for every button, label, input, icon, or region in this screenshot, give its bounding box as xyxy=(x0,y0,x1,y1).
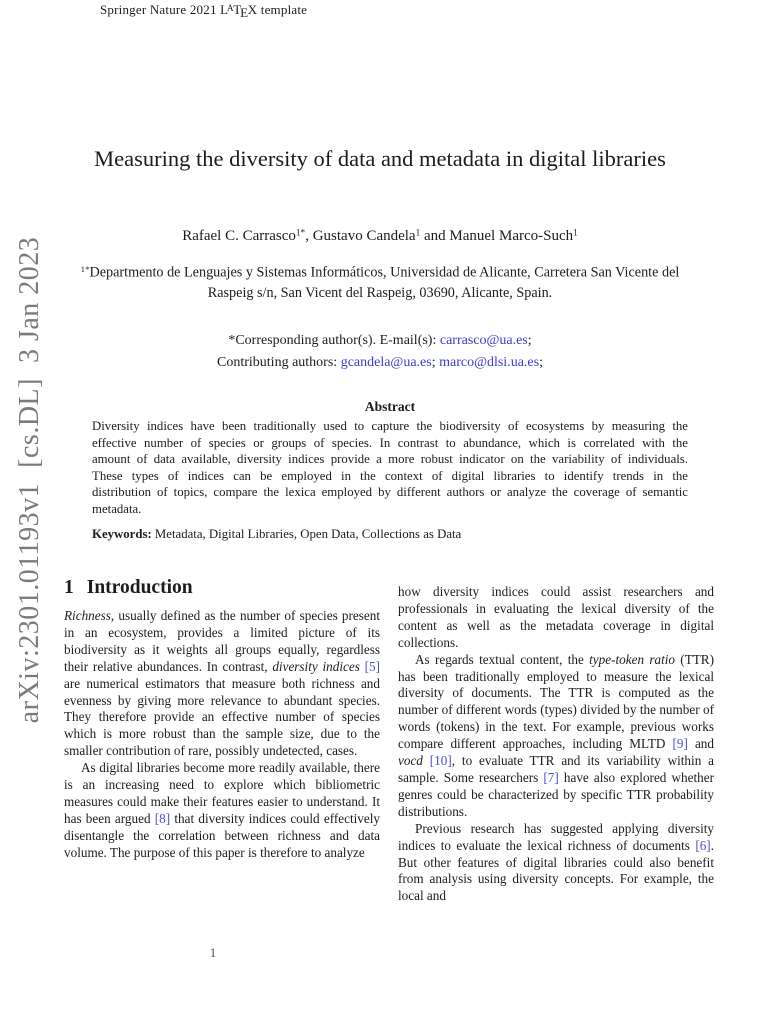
text-segment: 1 xyxy=(573,228,578,239)
citation-link[interactable]: [7] xyxy=(543,769,559,785)
text-segment: As digital libraries become more readily… xyxy=(64,760,380,826)
text-segment: , to evaluate TTR and its variability wi… xyxy=(398,753,714,785)
email-link[interactable]: gcandela@ua.es xyxy=(340,355,432,370)
text-segment: and Manuel Marco-Such xyxy=(420,228,574,244)
paragraph: As digital libraries become more readily… xyxy=(64,760,380,861)
text-segment: type-token ratio xyxy=(589,651,675,667)
text-segment: Richness xyxy=(64,608,111,623)
section-heading-introduction: 1 Introduction xyxy=(64,577,193,599)
authors-line: Rafael C. Carrasco1*, Gustavo Candela1 a… xyxy=(50,228,710,245)
paragraph: how diversity indices could assist resea… xyxy=(398,584,714,652)
keywords-text: Metadata, Digital Libraries, Open Data, … xyxy=(151,527,462,541)
text-segment: 1* xyxy=(80,264,90,274)
text-segment: T xyxy=(233,2,242,17)
running-header: Springer Nature 2021 LATEX template xyxy=(100,2,307,21)
text-segment: , Gustavo Candela xyxy=(305,228,416,244)
affiliation: 1*Departmento de Lenguajes y Sistemas In… xyxy=(80,259,680,303)
text-segment: Departmento de Lenguajes y Sistemas Info… xyxy=(89,264,680,301)
citation-link[interactable]: [8] xyxy=(154,810,171,826)
citation-link[interactable]: [9] xyxy=(672,736,688,752)
section-number: 1 xyxy=(64,577,74,598)
email-link[interactable]: marco@dlsi.ua.es xyxy=(439,355,540,370)
text-segment: diversity indices xyxy=(272,658,360,674)
text-segment: Previous research has suggested applying… xyxy=(398,820,714,853)
text-segment: ; xyxy=(539,355,543,370)
paragraph: Richness, usually defined as the number … xyxy=(64,608,380,760)
text-segment: A xyxy=(226,3,234,14)
text-segment: (TTR) has been traditionally employed to… xyxy=(398,651,714,752)
text-segment: ; xyxy=(527,333,532,348)
text-segment: L xyxy=(220,2,229,17)
text-segment: how diversity indices could assist resea… xyxy=(398,584,714,650)
text-segment: E xyxy=(240,4,249,20)
text-segment: , usually defined as the number of speci… xyxy=(64,608,380,674)
text-segment: Rafael C. Carrasco xyxy=(182,228,296,244)
email-block: *Corresponding author(s). E-mail(s): car… xyxy=(50,330,710,374)
paragraph: Previous research has suggested applying… xyxy=(398,821,714,906)
text-segment: X xyxy=(247,2,258,17)
arxiv-watermark: arXiv:2301.01193v1 [cs.DL] 3 Jan 2023 xyxy=(14,236,45,724)
contributing-authors-line: Contributing authors: gcandela@ua.es; ma… xyxy=(50,352,710,374)
text-segment: 1 xyxy=(415,228,421,239)
text-segment: that diversity indices could effectively… xyxy=(64,810,380,860)
keywords-label: Keywords: xyxy=(92,527,152,541)
paragraph: As regards textual content, the type-tok… xyxy=(398,652,714,821)
text-segment: *Corresponding author(s). E-mail(s): xyxy=(228,333,440,348)
text-segment: Contributing authors: xyxy=(217,355,341,370)
section-title: Introduction xyxy=(86,577,193,598)
citation-link[interactable]: [5] xyxy=(364,658,381,674)
text-segment: . But other features of digital librarie… xyxy=(398,837,714,904)
paper-title: Measuring the diversity of data and meta… xyxy=(94,146,666,171)
text-segment: are numerical estimators that measure bo… xyxy=(64,675,380,759)
text-segment: and xyxy=(687,736,714,752)
text-segment: template xyxy=(257,2,308,17)
text-segment: Springer Nature 2021 xyxy=(100,2,221,17)
left-column: Richness, usually defined as the number … xyxy=(64,608,380,862)
text-segment: ; xyxy=(431,355,440,370)
corresponding-author-line: *Corresponding author(s). E-mail(s): car… xyxy=(50,330,710,352)
text-segment: As regards textual content, the xyxy=(415,651,590,667)
citation-link[interactable]: [10] xyxy=(429,753,452,769)
citation-link[interactable]: [6] xyxy=(695,837,711,853)
abstract-heading: Abstract xyxy=(364,399,416,414)
text-segment xyxy=(423,753,430,768)
right-column: how diversity indices could assist resea… xyxy=(398,584,714,905)
page-number: 1 xyxy=(209,946,217,960)
text-segment: 1* xyxy=(295,228,306,239)
abstract-body: Diversity indices have been traditionall… xyxy=(92,419,688,516)
keywords-line: Keywords: Metadata, Digital Libraries, O… xyxy=(92,527,692,542)
text-segment: have also explored whether genres could … xyxy=(398,769,714,819)
email-link[interactable]: carrasco@ua.es xyxy=(439,333,528,348)
text-segment: vocd xyxy=(398,753,423,769)
